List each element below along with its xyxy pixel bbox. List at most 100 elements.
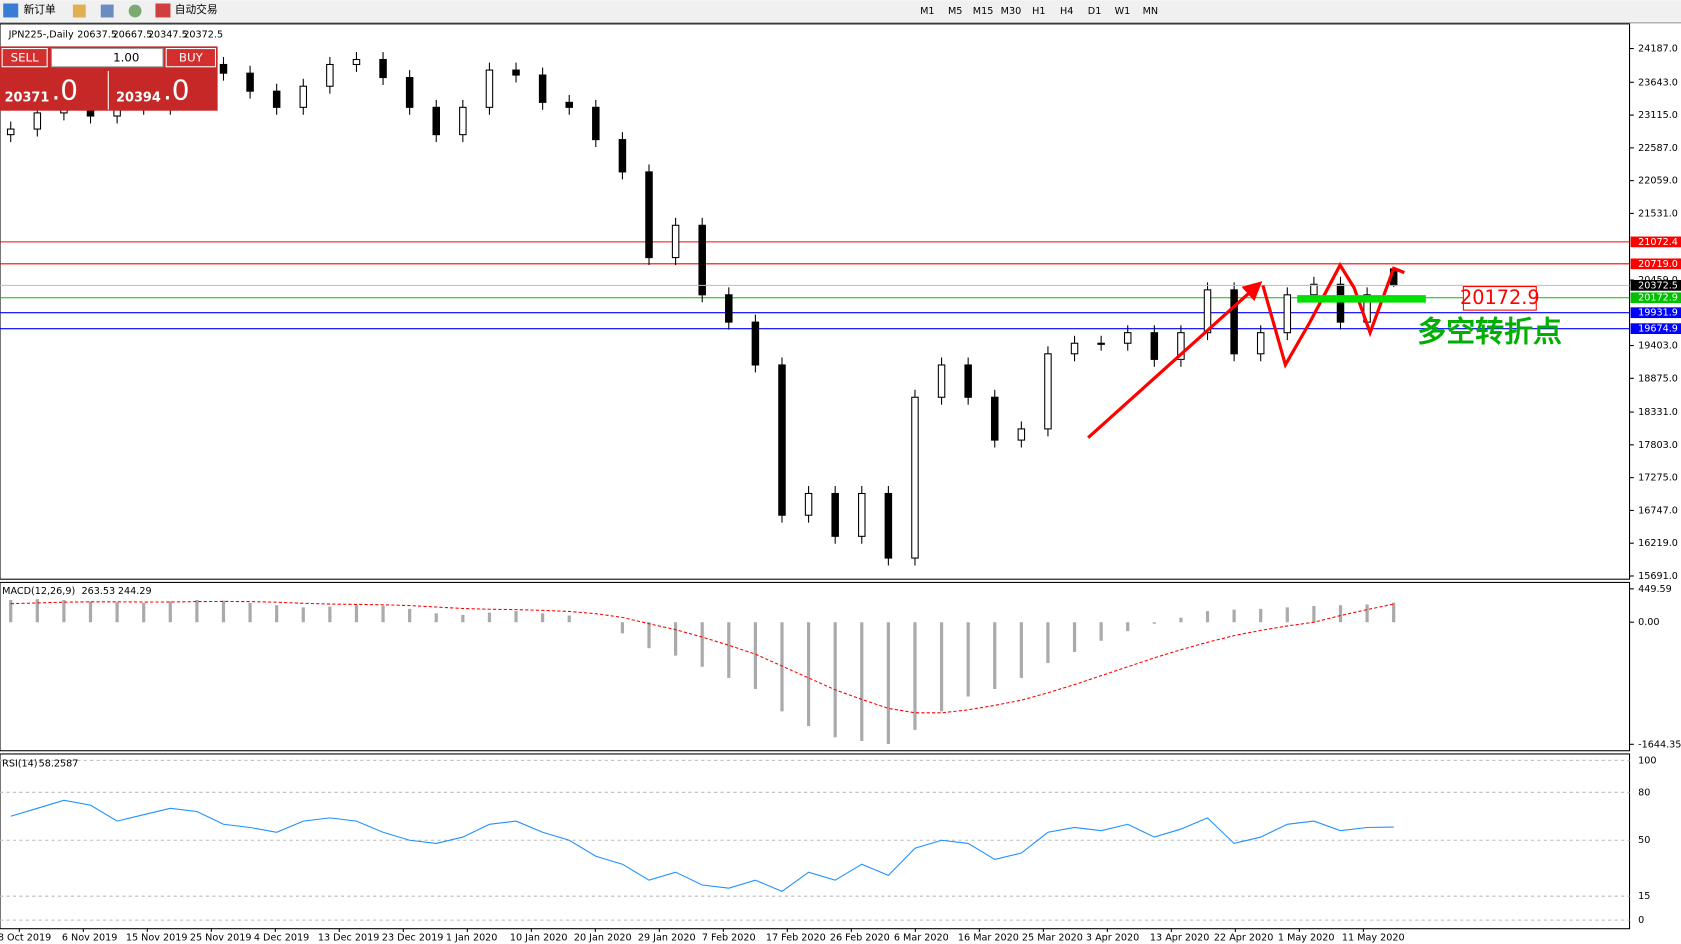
rsi-value: 58.2587 xyxy=(39,759,79,770)
candle-body xyxy=(33,112,42,130)
x-tick-label: 3 Apr 2020 xyxy=(1086,932,1139,943)
ohlc-low: 20347.5 xyxy=(148,30,188,41)
x-tick-label: 6 Mar 2020 xyxy=(894,932,949,943)
y-tick-label: 17803.0 xyxy=(1638,440,1678,451)
buy-price[interactable]: 20394 xyxy=(116,90,161,105)
timeframe-button[interactable]: M5 xyxy=(948,6,962,17)
tool-icon[interactable] xyxy=(128,4,142,18)
annotation-box xyxy=(1462,285,1537,311)
buy-price-big[interactable]: .0 xyxy=(163,73,190,106)
candle-body xyxy=(991,396,999,441)
x-tick-label: 25 Nov 2019 xyxy=(190,932,252,943)
candle-body xyxy=(1123,332,1132,344)
candle-body xyxy=(1230,289,1238,355)
x-tick-label: 13 Dec 2019 xyxy=(318,932,379,943)
candle-body xyxy=(937,364,946,398)
candle-body xyxy=(1044,353,1052,430)
y-tick-label: 16219.0 xyxy=(1638,538,1678,549)
buy-label[interactable]: BUY xyxy=(179,51,204,65)
sell-button[interactable] xyxy=(1,47,48,68)
x-tick-label: 6 Nov 2019 xyxy=(62,932,118,943)
candle-body xyxy=(645,171,653,259)
new-order-icon[interactable] xyxy=(3,3,19,18)
rsi-tick-label: 15 xyxy=(1638,891,1650,902)
candle-body xyxy=(1203,289,1212,334)
y-tick-label: 16747.0 xyxy=(1638,505,1678,516)
level-tag xyxy=(1630,258,1681,270)
candle-body xyxy=(618,139,627,173)
rsi-tick-label: 100 xyxy=(1638,755,1656,766)
order-panel: SELL 1.00 BUY 20371 .0 20394 .0 xyxy=(0,46,218,111)
candle-body xyxy=(1150,332,1159,360)
macd-tick-label: 449.59 xyxy=(1638,584,1672,595)
y-tick-label: 23643.0 xyxy=(1638,77,1678,88)
x-tick-label: 26 Feb 2020 xyxy=(830,932,890,943)
x-tick-label: 16 Mar 2020 xyxy=(958,932,1019,943)
y-tick-label: 21531.0 xyxy=(1638,208,1678,219)
timeframe-button[interactable]: H4 xyxy=(1060,6,1073,17)
sell-price[interactable]: 20371 xyxy=(5,90,50,105)
y-tick-label: 19403.0 xyxy=(1638,341,1678,352)
candle-body xyxy=(459,106,467,136)
sell-label[interactable]: SELL xyxy=(11,51,39,65)
auto-trading-icon[interactable] xyxy=(155,3,171,18)
annotation-price: 20172.9 xyxy=(1460,286,1540,309)
timeframe-button[interactable]: MN xyxy=(1143,6,1159,17)
candle-body xyxy=(884,492,893,559)
x-tick-label: 13 Apr 2020 xyxy=(1150,932,1210,943)
buy-button[interactable] xyxy=(165,47,217,68)
x-tick-label: 7 Feb 2020 xyxy=(702,932,756,943)
timeframe-bar: M1 M5 M15 M30 H1 H4 D1 W1 MN xyxy=(920,6,1158,17)
candle-body xyxy=(379,58,387,79)
x-tick-label: 4 Dec 2019 xyxy=(254,932,309,943)
candle-body xyxy=(405,76,414,108)
x-tick-label: 22 Apr 2020 xyxy=(1214,932,1274,943)
candle-body xyxy=(804,492,813,516)
sell-price-big[interactable]: .0 xyxy=(51,73,78,106)
new-order-button[interactable]: 新订单 xyxy=(24,3,56,16)
trend-arrow xyxy=(1087,281,1263,439)
candle-body xyxy=(485,69,494,108)
ohlc-high: 20667.5 xyxy=(113,30,153,41)
toolbar xyxy=(0,0,1681,22)
x-tick-label: 29 Jan 2020 xyxy=(638,932,696,943)
timeframe-button[interactable]: W1 xyxy=(1115,6,1131,17)
timeframe-button[interactable]: M1 xyxy=(920,6,934,17)
x-tick-label: 25 Mar 2020 xyxy=(1022,932,1083,943)
ohlc-close: 20372.5 xyxy=(183,30,223,41)
candle-body xyxy=(432,106,441,136)
auto-trading-button[interactable]: 自动交易 xyxy=(175,3,218,16)
candle-body xyxy=(1017,428,1026,441)
level-tag xyxy=(1630,323,1681,335)
level-tag xyxy=(1630,292,1681,304)
candle-body xyxy=(246,72,254,92)
timeframe-button[interactable]: M30 xyxy=(1001,6,1022,17)
x-tick-label: 1 May 2020 xyxy=(1278,932,1335,943)
candle-body xyxy=(725,294,733,323)
tool-icon[interactable] xyxy=(100,4,114,18)
candle-body xyxy=(911,396,919,559)
candle-body xyxy=(352,58,361,66)
level-tag xyxy=(1630,307,1681,319)
price-tag-label: 20372.5 xyxy=(1638,280,1678,291)
macd-name: MACD(12,26,9) xyxy=(2,586,75,597)
candle-body xyxy=(1336,283,1345,323)
candle-body xyxy=(592,106,600,141)
level-tag xyxy=(1630,236,1681,248)
candle-body xyxy=(6,128,15,136)
volume-input[interactable] xyxy=(50,47,164,68)
level-label: 19931.9 xyxy=(1638,308,1678,319)
level-label: 20172.9 xyxy=(1638,293,1678,304)
y-tick-label: 18875.0 xyxy=(1638,373,1678,384)
volume-value[interactable]: 1.00 xyxy=(113,51,139,65)
x-tick-label: 20 Jan 2020 xyxy=(574,932,632,943)
candle-body xyxy=(326,63,334,87)
tool-icon[interactable] xyxy=(72,4,86,18)
timeframe-button[interactable]: H1 xyxy=(1032,6,1045,17)
timeframe-button[interactable]: D1 xyxy=(1088,6,1102,17)
timeframe-button[interactable]: M15 xyxy=(973,6,994,17)
candle-body xyxy=(751,321,760,366)
candle-body xyxy=(512,69,520,76)
